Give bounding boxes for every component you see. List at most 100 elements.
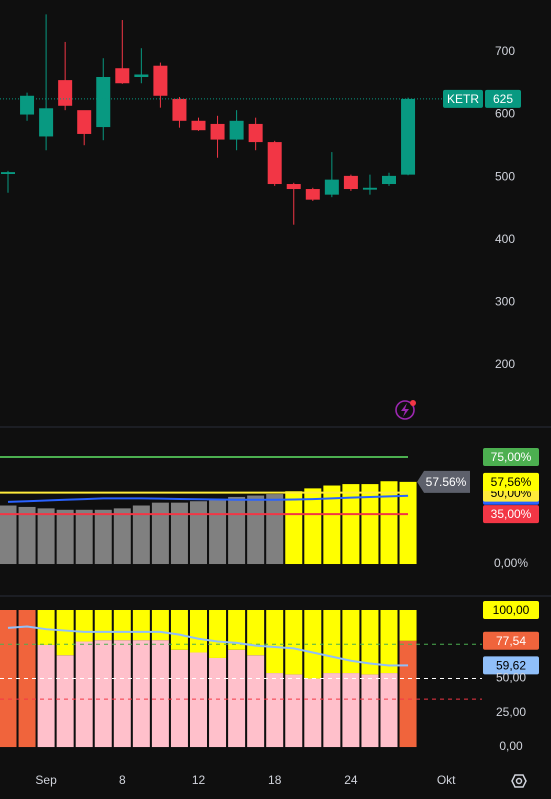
alert-icon[interactable]	[395, 400, 416, 420]
bar-segment	[247, 610, 265, 656]
x-tick-label: Sep	[35, 773, 57, 787]
bar-segment	[304, 678, 322, 748]
bar-segment	[399, 610, 417, 641]
bar	[304, 488, 322, 565]
candle-body	[362, 187, 377, 190]
bar-segment	[56, 610, 74, 656]
indicator-line	[7, 625, 409, 667]
bar	[75, 509, 93, 565]
bar-segment	[285, 674, 303, 748]
y-tick-label: 600	[495, 107, 515, 121]
bar	[209, 499, 227, 565]
bar-segment	[285, 610, 303, 675]
candle-body	[248, 123, 263, 143]
bar-segment	[56, 655, 74, 748]
value-tag-bg	[417, 470, 470, 493]
bar-segment	[75, 641, 93, 748]
price-tag-bg	[483, 447, 539, 466]
bar-segment	[342, 610, 360, 674]
candle-body	[172, 98, 187, 121]
bar	[285, 491, 303, 565]
price-tag-bg	[485, 89, 521, 108]
y-tick-label: 0,00%	[494, 556, 528, 570]
bar-segment	[113, 610, 131, 641]
candle-body	[210, 123, 225, 140]
y-tick-label: 25,00	[496, 705, 526, 719]
price-tag-bg	[483, 656, 539, 675]
bar	[228, 496, 246, 565]
price-tag: 77,54	[496, 634, 526, 648]
bar-segment	[228, 610, 246, 650]
bar	[266, 494, 284, 565]
bar-segment	[323, 673, 341, 748]
bar-segment	[132, 610, 150, 641]
candle-body	[382, 175, 396, 185]
bar	[113, 508, 131, 565]
ticker-tag-bg	[443, 89, 483, 108]
y-tick-label: 500	[495, 169, 515, 183]
bar-segment	[209, 610, 227, 658]
bar	[37, 508, 55, 565]
bar	[342, 484, 360, 565]
price-tag: 57,56%	[491, 475, 532, 489]
candle-body	[39, 108, 54, 137]
bar-segment	[94, 640, 112, 748]
candle-body	[286, 184, 301, 190]
candle-body	[115, 68, 130, 84]
candle-body	[343, 175, 358, 190]
x-tick-label: 18	[268, 773, 282, 787]
bar-segment	[170, 610, 188, 650]
bar-segment	[361, 674, 379, 748]
candle-body	[401, 98, 416, 175]
bar-segment	[342, 673, 360, 748]
bar	[190, 501, 207, 565]
bar	[361, 484, 379, 565]
bar	[132, 505, 150, 565]
bar-segment	[132, 640, 150, 748]
bar-segment	[323, 610, 341, 674]
bar-segment	[190, 652, 207, 748]
bar	[247, 495, 265, 565]
price-tag: 625	[493, 92, 513, 106]
bar	[380, 481, 398, 565]
bar-segment	[399, 640, 417, 748]
x-tick-label: 12	[192, 773, 206, 787]
price-tag-bg	[483, 601, 539, 620]
candle-body	[96, 76, 111, 128]
candle-body	[267, 142, 282, 185]
bar-segment	[151, 610, 169, 641]
bar	[94, 509, 112, 565]
candle-body	[1, 172, 15, 175]
candle-body	[191, 120, 206, 131]
bar	[399, 481, 417, 565]
candle-body	[58, 80, 73, 106]
candle-body	[324, 179, 339, 195]
bar-segment	[380, 610, 398, 674]
settings-icon[interactable]	[511, 774, 527, 788]
bar-segment	[380, 673, 398, 748]
candle-body	[77, 110, 92, 134]
bar-segment	[266, 673, 284, 748]
y-tick-label: 200	[495, 357, 515, 371]
bar-segment	[247, 655, 265, 748]
bar	[323, 485, 341, 565]
y-tick-label: 0,00	[499, 739, 523, 753]
price-tag: 59,62	[496, 659, 526, 673]
bar-segment	[37, 610, 55, 645]
candle-body	[134, 74, 149, 77]
bar-segment	[113, 640, 131, 748]
value-tag: 57.56%	[426, 475, 467, 489]
y-tick-label: 300	[495, 294, 515, 308]
x-tick-label: 8	[119, 773, 126, 787]
bar-segment	[209, 657, 227, 748]
candle-body	[305, 189, 320, 200]
indicator-line	[7, 494, 409, 503]
price-tag-bg	[483, 505, 539, 524]
price-tag: 75,00%	[491, 450, 532, 464]
candle-body	[153, 65, 168, 96]
bar	[151, 502, 169, 565]
bar-segment	[190, 610, 207, 653]
bar-segment	[228, 649, 246, 748]
